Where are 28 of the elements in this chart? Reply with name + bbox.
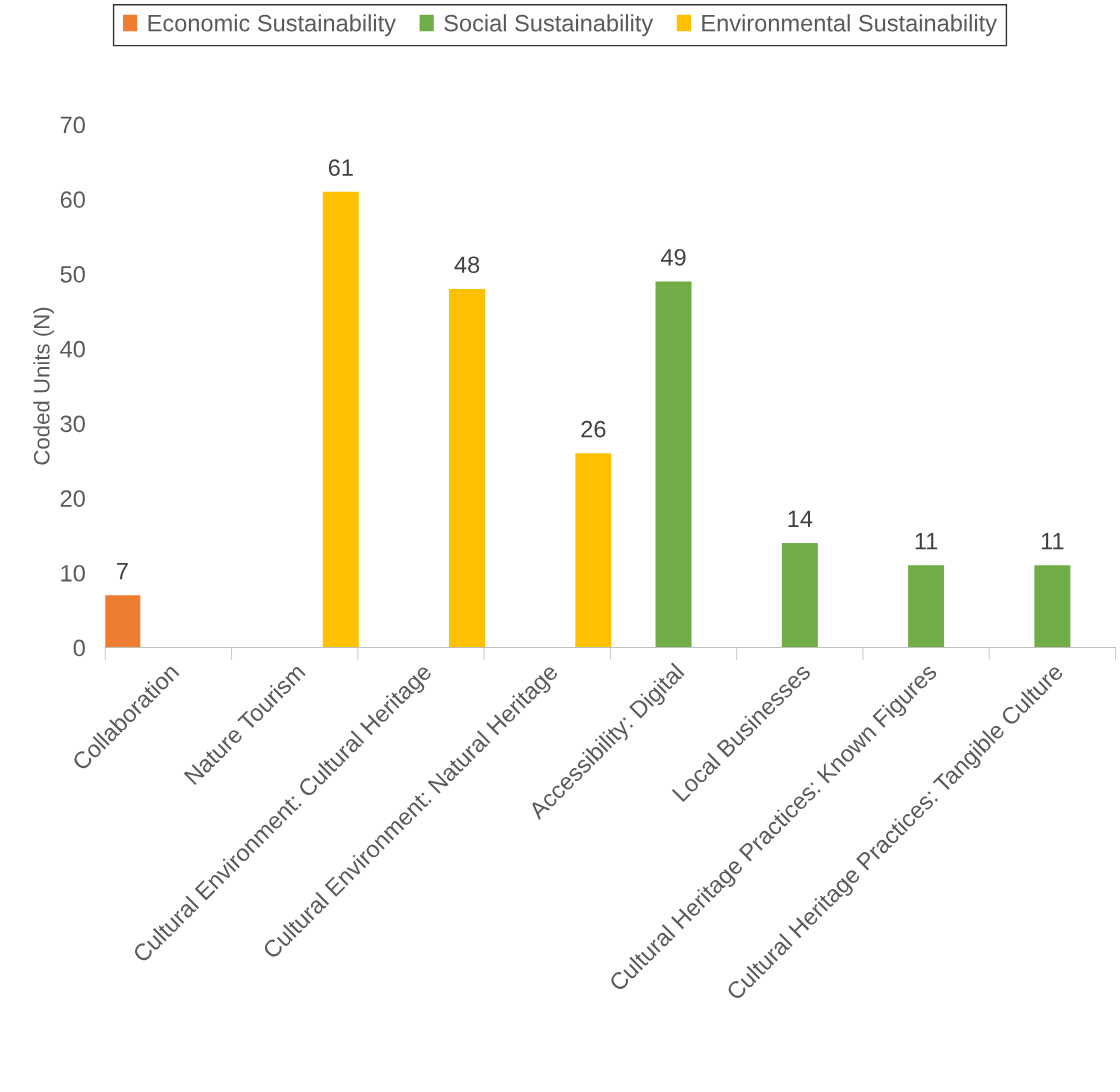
data-label: 48 bbox=[454, 256, 480, 274]
legend-label: Environmental Sustainability bbox=[702, 14, 997, 37]
y-tick-label: 60 bbox=[60, 191, 85, 208]
data-label: 49 bbox=[660, 248, 686, 266]
bar bbox=[575, 453, 612, 648]
data-label: 14 bbox=[788, 510, 813, 527]
y-tick-label: 0 bbox=[73, 639, 85, 657]
data-label: 61 bbox=[328, 159, 353, 176]
data-label: 26 bbox=[581, 420, 606, 438]
y-axis-title: Coded Units (N) bbox=[33, 307, 55, 465]
bar bbox=[449, 288, 486, 648]
data-label: 11 bbox=[915, 533, 938, 550]
bar bbox=[655, 281, 692, 648]
bar bbox=[322, 191, 359, 648]
y-tick-label: 30 bbox=[60, 415, 85, 433]
data-label: 11 bbox=[1041, 533, 1064, 550]
y-tick-label: 40 bbox=[60, 340, 85, 358]
data-label: 7 bbox=[116, 563, 128, 580]
y-tick-label: 10 bbox=[61, 564, 85, 582]
y-tick-label: 20 bbox=[60, 490, 85, 507]
legend-label: Economic Sustainability bbox=[148, 14, 396, 37]
bar bbox=[781, 542, 818, 648]
legend-label: Social Sustainability bbox=[444, 14, 654, 37]
y-tick-label: 50 bbox=[60, 266, 85, 283]
bar bbox=[908, 565, 945, 648]
bar bbox=[1034, 565, 1071, 648]
bar bbox=[105, 595, 141, 648]
y-tick-label: 70 bbox=[60, 116, 85, 134]
